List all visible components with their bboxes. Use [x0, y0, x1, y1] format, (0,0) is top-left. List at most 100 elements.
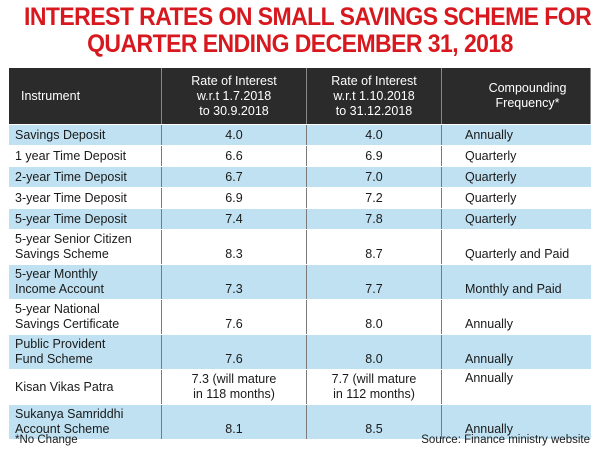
table-cell-line: Fund Scheme — [15, 352, 93, 366]
table-cell: 5-year National Savings Certificate — [9, 300, 162, 334]
table-cell: 8.5 — [307, 405, 442, 439]
table-cell-line: 8.0 — [365, 317, 383, 331]
table-cell: 1 year Time Deposit — [9, 146, 162, 166]
table-row: 5-year Senior Citizen Savings Scheme 8.3 8.… — [9, 230, 591, 265]
table-cell: Sukanya Samriddhi Account Scheme — [9, 405, 162, 439]
table-cell-line: 4.0 — [365, 127, 383, 142]
table-cell: 6.7 — [162, 167, 307, 187]
table-cell: 5-year Senior Citizen Savings Scheme — [9, 230, 162, 264]
table-cell-line: Public Provident — [15, 337, 106, 351]
table-cell-line: Monthly and Paid — [465, 282, 562, 296]
table-cell: 7.4 — [162, 209, 307, 229]
footnote: *No Change — [15, 434, 78, 446]
table-cell-line: 1 year Time Deposit — [15, 148, 127, 163]
table-cell-line: 5-year National — [15, 302, 100, 316]
table-cell-line: 7.8 — [365, 211, 383, 226]
table-cell-line: 5-year Time Deposit — [15, 211, 127, 226]
table-cell-line: 3-year Time Deposit — [15, 190, 127, 205]
table-cell-line: 6.7 — [225, 169, 243, 184]
column-header: Rate of Interest w.r.t 1.7.2018 to 30.9.20… — [162, 68, 307, 124]
table-cell: 7.7 — [307, 265, 442, 299]
table-cell-line: Savings Deposit — [15, 127, 106, 142]
table-cell-line: 4.0 — [225, 127, 243, 142]
source-credit: Source: Finance ministry website — [421, 434, 590, 446]
table-cell: 6.6 — [162, 146, 307, 166]
table-cell: 7.7 (will mature in 112 months) — [307, 370, 442, 404]
table-cell: 7.6 — [162, 300, 307, 334]
table-cell: 8.3 — [162, 230, 307, 264]
table-row: Kisan Vikas Patra 7.3 (will mature in 118 … — [9, 370, 591, 405]
table-cell: 8.0 — [307, 300, 442, 334]
table-row: 5-year Time Deposit 7.4 7.8 Quarterly — [9, 209, 591, 230]
table-cell: 4.0 — [307, 125, 442, 145]
table-cell: Quarterly — [442, 188, 591, 208]
table-cell: Savings Deposit — [9, 125, 162, 145]
table-cell: 8.1 — [162, 405, 307, 439]
table-cell: Annually — [442, 335, 591, 369]
table-cell-line: 8.5 — [365, 422, 383, 436]
table-cell: 2-year Time Deposit — [9, 167, 162, 187]
table-cell-line: Quarterly — [465, 190, 517, 205]
column-header: Rate of Interest w.r.t 1.10.2018 to 31.12.… — [307, 68, 442, 124]
table-cell: Annually — [442, 370, 591, 404]
table-cell: 7.0 — [307, 167, 442, 187]
title-line-1: INTEREST RATES ON SMALL SAVINGS SCHEME F… — [24, 3, 592, 31]
table-cell-line: 7.2 — [365, 190, 383, 205]
table-cell-line: 8.3 — [225, 247, 243, 261]
table-cell-line: Annually — [465, 371, 513, 385]
table-cell-line: Annually — [465, 127, 513, 142]
column-header-line: Rate of Interest — [191, 73, 277, 88]
column-header-line: w.r.t 1.10.2018 — [333, 88, 415, 103]
table-cell-line: 5-year Monthly — [15, 267, 98, 281]
table-cell: Monthly and Paid — [442, 265, 591, 299]
table-cell: 5-year Monthly Income Account — [9, 265, 162, 299]
table-cell: 6.9 — [162, 188, 307, 208]
table-cell: 3-year Time Deposit — [9, 188, 162, 208]
title-line-2: QUARTER ENDING DECEMBER 31, 2018 — [87, 30, 513, 58]
table-cell-line: 7.7 — [365, 282, 383, 296]
table-row: Savings Deposit 4.0 4.0 Annually — [9, 125, 591, 146]
table-cell-line: Quarterly and Paid — [465, 247, 570, 261]
table-cell-line: 6.9 — [225, 190, 243, 205]
table-cell: 7.8 — [307, 209, 442, 229]
table-cell-line: 7.6 — [225, 352, 243, 366]
table-cell-line: Annually — [465, 422, 513, 436]
table-cell-line: Savings Scheme — [15, 247, 109, 261]
table-cell: Quarterly — [442, 146, 591, 166]
table-row: Public Provident Fund Scheme 7.6 8.0 Annuall… — [9, 335, 591, 370]
column-header-line: w.r.t 1.7.2018 — [196, 88, 272, 103]
table-cell-line: 2-year Time Deposit — [15, 169, 127, 184]
table-cell-line: 8.0 — [365, 352, 383, 366]
table-cell-line: Quarterly — [465, 211, 517, 226]
column-header-line: Compounding — [488, 81, 567, 95]
table-cell: Public Provident Fund Scheme — [9, 335, 162, 369]
table-cell-line: 7.3 (will mature — [191, 372, 277, 386]
table-cell: 8.7 — [307, 230, 442, 264]
table-cell: 8.0 — [307, 335, 442, 369]
table-cell-line: Annually — [465, 352, 513, 366]
column-header-line: to 30.9.2018 — [199, 103, 269, 118]
table-cell-line: Quarterly — [465, 169, 517, 184]
table-cell-line: 8.7 — [365, 247, 383, 261]
table-row: 3-year Time Deposit 6.9 7.2 Quarterly — [9, 188, 591, 209]
table-cell-line: 6.6 — [225, 148, 243, 163]
table-cell: Quarterly and Paid — [442, 230, 591, 264]
table-row: 1 year Time Deposit 6.6 6.9 Quarterly — [9, 146, 591, 167]
table-cell-line: Savings Certificate — [15, 317, 120, 331]
table-cell-line: Sukanya Samriddhi — [15, 407, 124, 421]
table-cell-line: Annually — [465, 317, 513, 331]
table-cell-line: 6.9 — [365, 148, 383, 163]
interest-rates-table: Instrument Rate of Interest w.r.t 1.7.2018… — [9, 68, 591, 440]
table-cell: 4.0 — [162, 125, 307, 145]
table-cell-line: 7.0 — [365, 169, 383, 184]
table-header-row: Instrument Rate of Interest w.r.t 1.7.2018… — [9, 68, 591, 125]
table-cell-line: Kisan Vikas Patra — [15, 379, 114, 394]
table-cell: 7.3 — [162, 265, 307, 299]
table-row: 5-year National Savings Certificate 7.6 8.0… — [9, 300, 591, 335]
table-cell-line: 7.4 — [225, 211, 243, 226]
table-cell: Quarterly — [442, 167, 591, 187]
table-row: 2-year Time Deposit 6.7 7.0 Quarterly — [9, 167, 591, 188]
table-cell: Quarterly — [442, 209, 591, 229]
table-cell: Annually — [442, 300, 591, 334]
table-cell-line: 5-year Senior Citizen — [15, 232, 132, 246]
